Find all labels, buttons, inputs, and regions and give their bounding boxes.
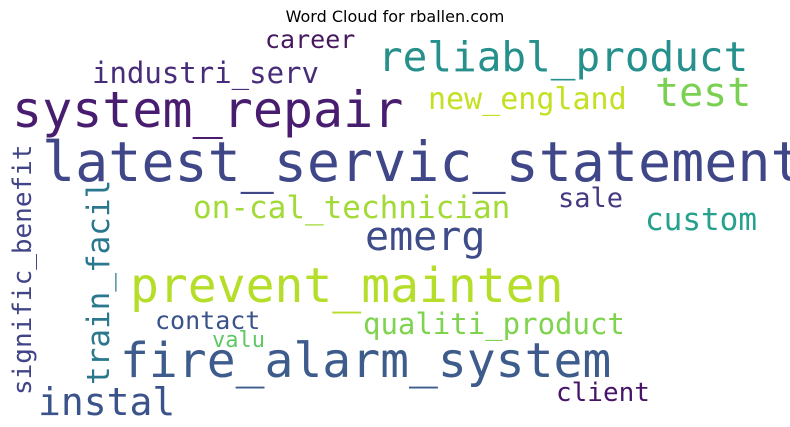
- word-sale: sale: [558, 183, 624, 214]
- word-career: career: [265, 25, 356, 54]
- word-industri-serv: industri_serv: [92, 56, 319, 90]
- word-system-repair: system_repair: [12, 81, 404, 139]
- word-reliabl-product: reliabl_product: [378, 33, 749, 81]
- word-prevent-mainten: prevent_mainten: [130, 258, 564, 314]
- chart-title: Word Cloud for rballen.com: [285, 7, 505, 26]
- word-test: test: [655, 70, 752, 116]
- word-qualiti-product: qualiti_product: [363, 307, 625, 341]
- word-valu: valu: [212, 328, 265, 353]
- word-signific-benefit: signific_benefit: [8, 144, 38, 395]
- word-instal: instal: [38, 380, 176, 424]
- word-client: client: [556, 378, 650, 408]
- word-new-england: new_england: [428, 82, 627, 117]
- word-custom: custom: [645, 202, 757, 238]
- word-on-cal-technician: on-cal_technician: [193, 190, 511, 226]
- word-emerg: emerg: [365, 214, 486, 260]
- word-fire-alarm-system: fire_alarm_system: [120, 333, 612, 389]
- word-latest-servic-statement: latest_servic_statement: [42, 130, 790, 194]
- word-contact: contact: [155, 306, 261, 335]
- word-train-facil: train_facil: [81, 179, 117, 385]
